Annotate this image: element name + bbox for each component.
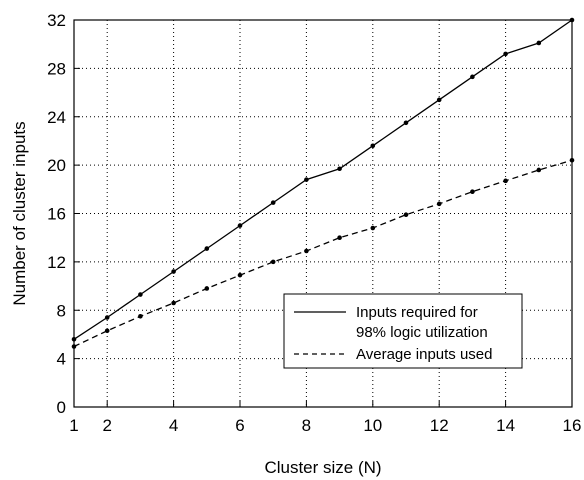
legend-box	[283, 293, 523, 369]
legend-label-line: 98% logic utilization	[356, 324, 488, 341]
data-point	[470, 189, 475, 195]
data-point	[304, 248, 309, 254]
x-axis-title: Cluster size (N)	[264, 458, 381, 477]
data-point	[270, 200, 276, 205]
data-point	[403, 120, 409, 126]
data-point	[270, 259, 276, 265]
legend-label-line: Average inputs used	[356, 346, 493, 363]
data-point	[503, 178, 508, 184]
series-layer	[71, 17, 575, 349]
legend-label-line: Inputs required for	[356, 304, 478, 321]
series-line-average-inputs	[73, 159, 573, 348]
data-point	[204, 246, 210, 251]
data-point	[536, 40, 542, 46]
data-point	[536, 167, 542, 173]
x-tick-label: 14	[496, 416, 515, 435]
data-point	[171, 300, 176, 306]
y-tick-label: 28	[47, 59, 66, 78]
data-point	[138, 292, 143, 297]
data-point	[503, 51, 508, 57]
data-point	[104, 315, 110, 320]
data-point	[237, 223, 243, 228]
data-point	[237, 272, 243, 278]
data-point	[370, 143, 376, 149]
y-tick-label: 12	[47, 253, 66, 272]
data-point	[138, 313, 143, 319]
data-point	[171, 269, 176, 274]
y-tick-label: 20	[47, 156, 66, 175]
y-tick-label: 8	[57, 301, 66, 320]
y-tick-label: 4	[57, 350, 66, 369]
x-tick-label: 1	[69, 416, 78, 435]
x-tick-label: 6	[235, 416, 244, 435]
x-tick-label: 16	[563, 416, 582, 435]
data-point	[470, 74, 475, 80]
y-tick-label: 0	[57, 398, 66, 417]
y-tick-label: 24	[47, 108, 66, 127]
y-axis-title: Number of cluster inputs	[10, 121, 29, 305]
x-tick-label: 4	[169, 416, 178, 435]
data-point	[370, 225, 376, 231]
data-point	[204, 286, 210, 291]
data-point	[104, 328, 110, 334]
x-tick-label: 10	[363, 416, 382, 435]
data-point	[436, 97, 442, 103]
legend: Inputs required for 98% logic utilizatio…	[283, 293, 523, 369]
data-point	[337, 235, 342, 240]
data-point	[436, 201, 442, 207]
y-tick-label: 32	[47, 11, 66, 30]
x-tick-label: 2	[102, 416, 111, 435]
data-point	[337, 166, 342, 172]
x-tick-label: 8	[302, 416, 311, 435]
x-tick-label: 12	[430, 416, 449, 435]
series-line-inputs-required	[73, 19, 573, 340]
axis-ticks	[73, 19, 573, 408]
data-point	[304, 177, 309, 182]
data-point	[403, 212, 409, 218]
y-tick-label: 16	[47, 205, 66, 224]
